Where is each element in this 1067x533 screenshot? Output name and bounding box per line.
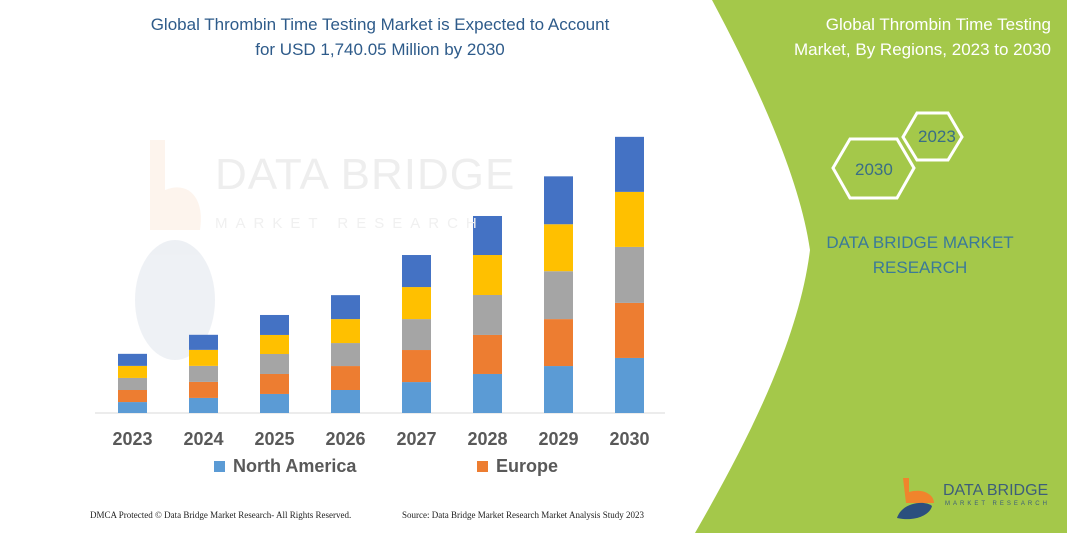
bar-segment-2026-4 (331, 295, 360, 320)
legend-swatch (477, 461, 488, 472)
title-line-1: Global Thrombin Time Testing Market is E… (150, 15, 610, 34)
bar-segment-2030-0 (615, 357, 644, 413)
bar-segment-2025-3 (260, 334, 289, 354)
x-tick-label: 2028 (467, 429, 508, 449)
bar-segment-2026-1 (331, 366, 360, 390)
bar-segment-2025-1 (260, 373, 289, 394)
bar-segment-2024-2 (189, 365, 218, 382)
bar-segment-2025-0 (260, 393, 289, 413)
x-tick-label: 2030 (609, 429, 650, 449)
right-panel-title: Global Thrombin Time Testing Market, By … (751, 12, 1051, 62)
bar-segment-2027-1 (402, 350, 431, 383)
bar-segment-2030-3 (615, 191, 644, 247)
x-tick-label: 2024 (183, 429, 224, 449)
bar-segment-2030-4 (615, 136, 644, 192)
right-title-line-2: Market, By Regions, 2023 to 2030 (793, 40, 1051, 59)
legend-label: North America (233, 456, 357, 476)
bar-segment-2027-3 (402, 287, 431, 320)
legend-swatch (214, 461, 225, 472)
bar-segment-2024-4 (189, 334, 218, 350)
bar-segment-2023-1 (118, 390, 147, 403)
watermark-text: DATA BRIDGE (215, 150, 516, 199)
bar-segment-2026-0 (331, 390, 360, 413)
legend-item-north-america: North America (214, 456, 356, 477)
chart-title: Global Thrombin Time Testing Market is E… (90, 12, 670, 62)
bar-segment-2029-0 (544, 366, 573, 413)
hexagon-label-2030: 2030 (855, 160, 893, 179)
bar-segment-2025-2 (260, 353, 289, 374)
bar-segment-2026-2 (331, 343, 360, 367)
bar-segment-2023-4 (118, 353, 147, 366)
hexagon-2030 (831, 137, 916, 200)
bar-segment-2024-3 (189, 349, 218, 366)
bar-segment-2023-2 (118, 377, 147, 390)
logo-subtext: MARKET RESEARCH (945, 501, 1050, 507)
footer-copyright: DMCA Protected © Data Bridge Market Rese… (90, 510, 352, 520)
x-tick-label: 2029 (538, 429, 579, 449)
brand-text: DATA BRIDGE MARKET RESEARCH (800, 230, 1040, 280)
bar-segment-2027-0 (402, 382, 431, 413)
bar-segment-2029-3 (544, 224, 573, 272)
bar-segment-2028-0 (473, 373, 502, 413)
bar-segment-2029-4 (544, 176, 573, 225)
watermark-logo-icon (135, 140, 215, 360)
bar-segment-2023-3 (118, 365, 147, 378)
x-tick-label: 2026 (325, 429, 366, 449)
title-line-2: for USD 1,740.05 Million by 2030 (255, 40, 505, 59)
bar-segment-2027-2 (402, 319, 431, 351)
bar-segment-2030-1 (615, 302, 644, 358)
bar-segment-2028-4 (473, 215, 502, 256)
bar-segment-2028-3 (473, 255, 502, 295)
bar-segment-2029-2 (544, 271, 573, 320)
bar-segment-2024-1 (189, 381, 218, 398)
logo-text: DATA BRIDGE (943, 482, 1049, 499)
x-tick-label: 2027 (396, 429, 437, 449)
watermark-subtext: MARKET RESEARCH (215, 215, 485, 232)
bar-segment-2027-4 (402, 255, 431, 288)
bar-segment-2025-4 (260, 314, 289, 335)
data-bridge-logo-icon (897, 478, 934, 520)
brand-line-2: RESEARCH (872, 258, 968, 277)
legend-item-europe: Europe (477, 456, 558, 477)
bar-segment-2026-3 (331, 319, 360, 344)
bar-segment-2028-1 (473, 334, 502, 374)
bar-segment-2023-0 (118, 402, 147, 413)
brand-line-1: DATA BRIDGE MARKET (826, 233, 1014, 252)
hexagon-2023 (901, 111, 964, 162)
x-tick-label: 2023 (112, 429, 153, 449)
hexagon-label-2023: 2023 (918, 127, 956, 146)
stacked-bar-chart (95, 136, 665, 414)
bar-segment-2029-1 (544, 319, 573, 367)
legend-label: Europe (496, 456, 559, 476)
right-title-line-1: Global Thrombin Time Testing (825, 15, 1051, 34)
bar-segment-2030-2 (615, 246, 644, 303)
x-tick-label: 2025 (254, 429, 295, 449)
bar-segment-2028-2 (473, 294, 502, 335)
footer-source: Source: Data Bridge Market Research Mark… (402, 510, 644, 520)
bar-segment-2024-0 (189, 397, 218, 413)
